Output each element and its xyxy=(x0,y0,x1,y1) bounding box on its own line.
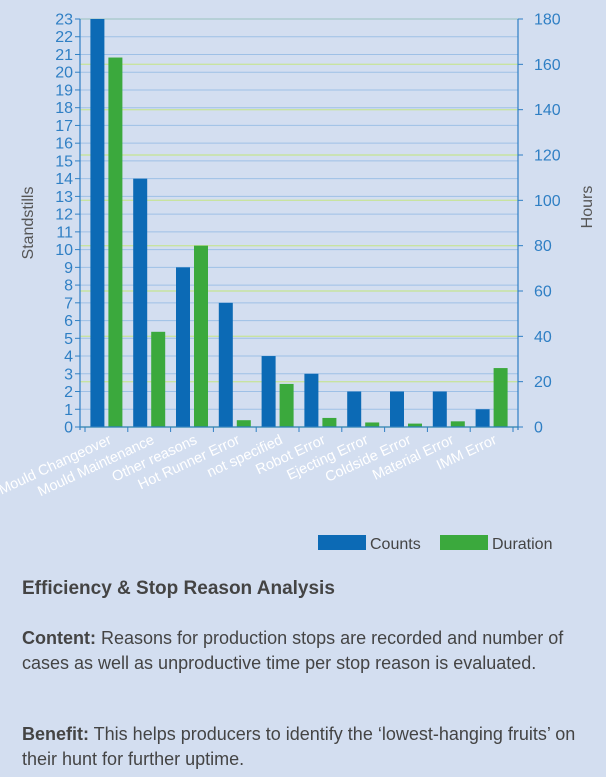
bar-counts-5 xyxy=(304,373,319,427)
bar-counts-6 xyxy=(347,391,362,427)
y-tick-label-left: 7 xyxy=(64,295,73,312)
y-tick-label-left: 5 xyxy=(64,331,73,348)
bar-counts-8 xyxy=(432,391,447,427)
y-tick-label-left: 19 xyxy=(55,82,73,99)
y-tick-label-right: 160 xyxy=(534,57,561,74)
y-tick-label-left: 15 xyxy=(55,153,73,170)
bar-counts-7 xyxy=(390,391,404,427)
y-tick-label-right: 40 xyxy=(534,329,552,346)
benefit-text: This helps producers to identify the ‘lo… xyxy=(22,724,576,769)
y-tick-label-left: 17 xyxy=(55,118,73,135)
y-tick-label-left: 8 xyxy=(64,278,73,295)
y-axis-label-left: Standstills xyxy=(20,187,37,260)
y-tick-label-left: 18 xyxy=(55,100,73,117)
y-tick-label-right: 140 xyxy=(534,102,561,119)
bar-duration-2 xyxy=(194,245,208,427)
y-tick-label-left: 3 xyxy=(64,366,73,383)
legend-swatch-duration xyxy=(440,535,488,550)
legend-swatch-counts xyxy=(318,535,366,550)
benefit-label: Benefit: xyxy=(22,724,89,744)
y-tick-label-left: 0 xyxy=(64,420,73,437)
legend-label-counts: Counts xyxy=(370,536,421,553)
y-tick-label-right: 100 xyxy=(534,193,561,210)
section-title: Efficiency & Stop Reason Analysis xyxy=(22,578,335,599)
y-tick-label-left: 20 xyxy=(55,65,73,82)
bar-counts-3 xyxy=(218,302,233,427)
bar-counts-0 xyxy=(90,19,105,427)
bar-duration-8 xyxy=(450,421,465,427)
y-tick-label-right: 180 xyxy=(534,12,561,29)
y-tick-label-left: 4 xyxy=(64,349,73,366)
y-tick-label-left: 21 xyxy=(55,47,73,64)
bar-duration-1 xyxy=(151,331,166,427)
y-tick-label-left: 22 xyxy=(55,29,73,46)
y-tick-label-left: 11 xyxy=(56,224,73,241)
axes xyxy=(75,18,523,432)
y-tick-label-left: 10 xyxy=(55,242,73,259)
y-tick-label-left: 9 xyxy=(64,260,73,277)
y-tick-label-right: 0 xyxy=(534,420,543,437)
y-tick-label-right: 60 xyxy=(534,284,552,301)
y-tick-label-right: 80 xyxy=(534,238,552,255)
y-tick-label-left: 6 xyxy=(64,313,73,330)
legend: Counts Duration xyxy=(318,535,552,553)
legend-label-duration: Duration xyxy=(492,536,552,553)
bar-duration-9 xyxy=(493,368,508,427)
y-tick-label-left: 23 xyxy=(55,12,73,29)
y-tick-label-right: 120 xyxy=(534,148,561,165)
y-tick-label-left: 1 xyxy=(64,402,73,419)
bar-duration-5 xyxy=(322,417,337,427)
bar-duration-3 xyxy=(236,420,251,427)
bar-duration-4 xyxy=(279,383,294,427)
bars xyxy=(90,19,508,428)
benefit-paragraph: Benefit: This helps producers to identif… xyxy=(22,722,592,772)
bar-duration-6 xyxy=(365,422,380,427)
bar-counts-4 xyxy=(261,356,276,427)
y-axis-label-right: Hours xyxy=(579,186,596,229)
bar-duration-0 xyxy=(108,57,123,428)
content-label: Content: xyxy=(22,628,96,648)
bar-duration-7 xyxy=(408,423,422,427)
y-tick-label-left: 12 xyxy=(55,207,73,224)
y-tick-label-left: 16 xyxy=(55,136,73,153)
bar-counts-9 xyxy=(475,409,490,427)
y-tick-label-left: 14 xyxy=(55,171,73,188)
y-tick-label-right: 20 xyxy=(534,374,552,391)
bar-counts-2 xyxy=(176,267,190,427)
y-tick-label-left: 13 xyxy=(55,189,73,206)
y-tick-label-left: 2 xyxy=(64,384,73,401)
content-paragraph: Content: Reasons for production stops ar… xyxy=(22,626,592,676)
bar-counts-1 xyxy=(133,178,148,427)
content-text: Reasons for production stops are recorde… xyxy=(22,628,564,673)
